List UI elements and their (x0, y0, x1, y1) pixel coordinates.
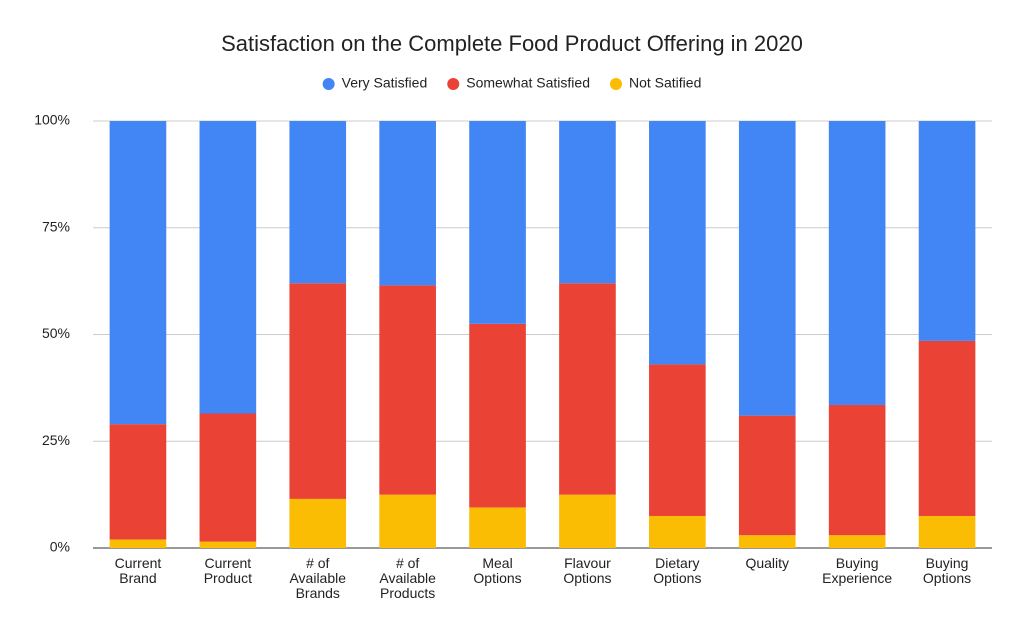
bar-segment (289, 121, 347, 284)
bar-segment (289, 283, 347, 499)
bar-segment (199, 413, 257, 542)
bar-segment (109, 121, 167, 425)
bar-segment (379, 285, 436, 495)
bar-segment (649, 515, 706, 548)
bar-segment (559, 283, 616, 495)
legend: Very Satisfied Somewhat Satisfied Not Sati… (322, 75, 701, 91)
legend-label: Very Satisfied (342, 75, 428, 91)
legend-label: Somewhat Satisfied (466, 75, 590, 91)
x-tick-label: # of Available Products (379, 555, 436, 601)
bar-segment (379, 121, 436, 286)
legend-swatch (322, 78, 335, 90)
x-tick-label: # of Available Brands (289, 555, 346, 601)
y-tick-label: 25% (42, 432, 70, 448)
bar-segment (469, 507, 526, 548)
bar-segment (828, 404, 886, 536)
x-tick-label: Buying Options (923, 555, 971, 586)
y-tick-label: 75% (42, 218, 70, 234)
y-tick-label: 0% (50, 539, 70, 555)
bar-segment (199, 541, 257, 548)
x-tick-label: Flavour Options (563, 555, 611, 586)
y-tick-label: 100% (34, 112, 70, 128)
bar-segment (469, 323, 526, 508)
x-tick-label: Buying Experience (822, 555, 892, 586)
bar-segment (918, 121, 976, 341)
legend-swatch (609, 78, 622, 90)
chart-title: Satisfaction on the Complete Food Produc… (221, 31, 803, 56)
x-tick-label: Quality (745, 555, 789, 571)
x-tick-label: Dietary Options (653, 555, 701, 586)
bar-segment (109, 539, 167, 548)
legend-swatch (447, 78, 460, 90)
x-tick-label: Current Product (204, 555, 252, 586)
bar-segment (379, 494, 436, 548)
bar-segment (738, 535, 796, 548)
legend-label: Not Satified (629, 75, 701, 91)
bar-segment (918, 515, 976, 548)
bar-segment (918, 340, 976, 516)
bar-segment (289, 498, 347, 548)
bar-segment (828, 535, 886, 548)
bar-segment (828, 121, 886, 405)
bar-segment (649, 121, 706, 365)
bar-segment (199, 121, 257, 414)
bar-segment (738, 121, 796, 416)
bar-segment (649, 364, 706, 516)
bar-segment (738, 415, 796, 536)
bar-segment (109, 424, 167, 540)
x-tick-label: Meal Options (473, 555, 521, 586)
bar-segment (469, 121, 526, 324)
x-tick-label: Current Brand (115, 555, 162, 586)
y-tick-label: 50% (42, 325, 70, 341)
bar-segment (559, 121, 616, 284)
bar-segment (559, 494, 616, 548)
